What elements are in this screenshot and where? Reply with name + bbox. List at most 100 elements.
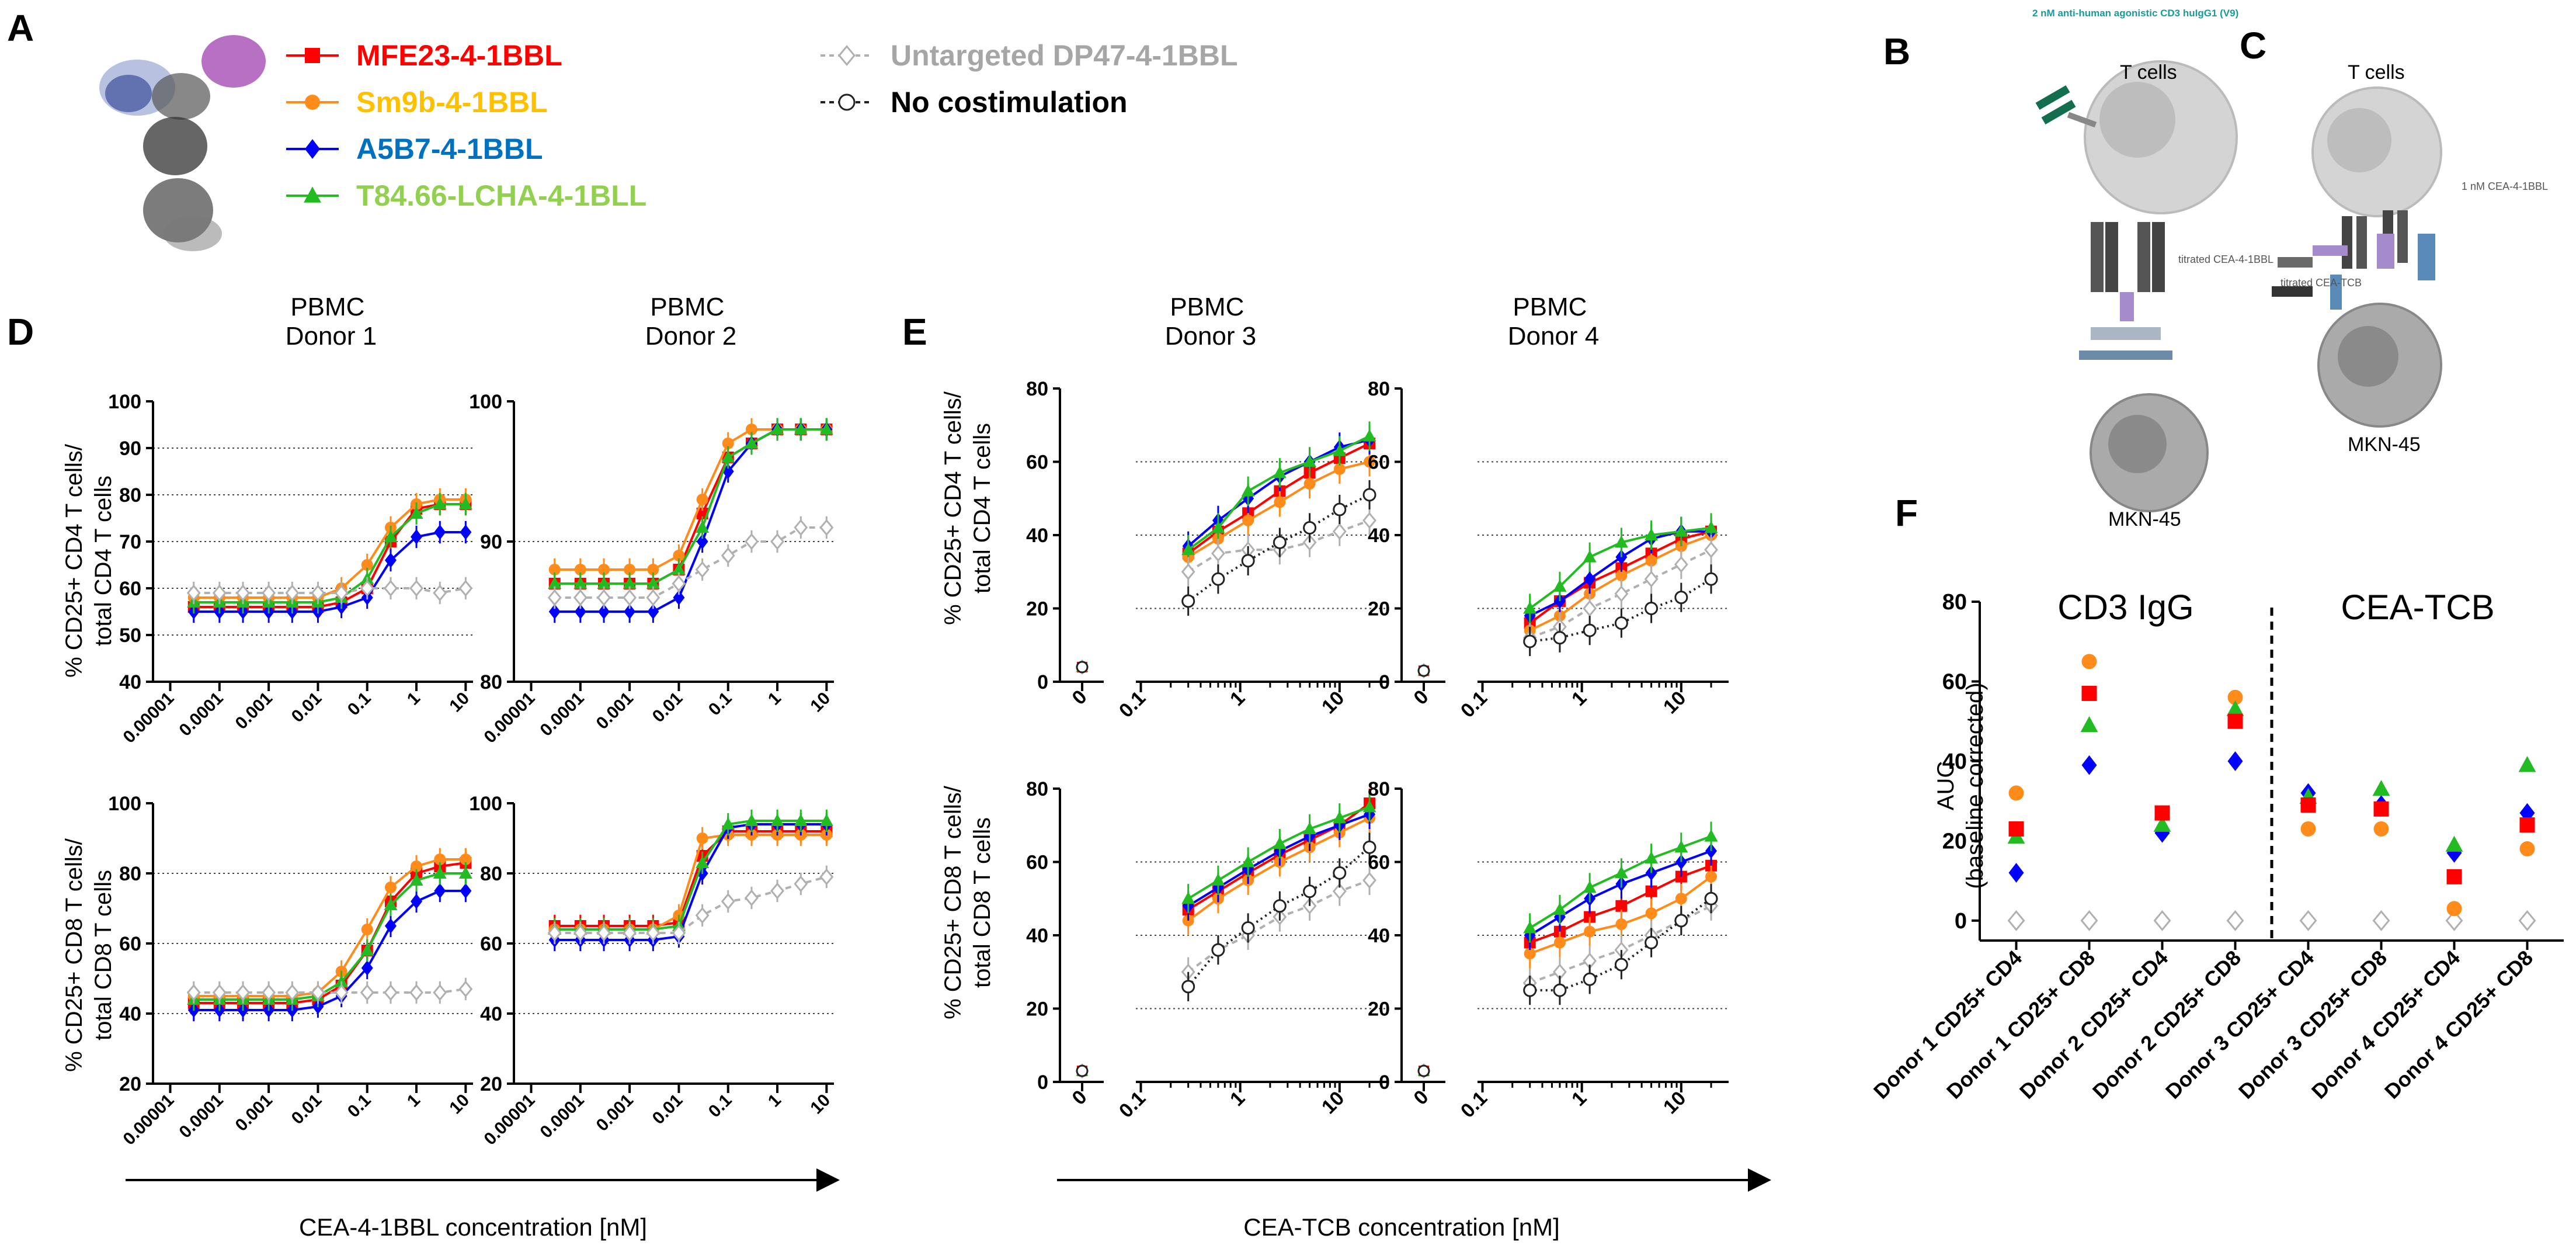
legend-marker-t84	[304, 186, 321, 203]
point-unt	[573, 589, 587, 606]
point-unt	[262, 984, 276, 1001]
point-t84	[1674, 840, 1688, 853]
y-axis-labels: % CD25+ CD4 T cells/total CD4 T cells % …	[61, 391, 1988, 1072]
ylabel-f: AUC (baseline corrected)	[1933, 682, 1988, 889]
x-tick-label: 0.001	[232, 1091, 276, 1135]
point-t84	[1241, 484, 1255, 497]
y-tick-label: 60	[1026, 852, 1048, 874]
auc-point-a5b	[2227, 751, 2243, 771]
point-sm9	[1242, 514, 1254, 526]
point-a5b	[1584, 571, 1596, 587]
title-donor3: PBMC Donor 3	[1165, 293, 1257, 351]
bispecific-construct-b	[2079, 222, 2172, 360]
point-noc	[1704, 572, 1718, 586]
y-tick-label: 0	[1037, 1071, 1048, 1094]
point-sm9	[1645, 554, 1657, 567]
x-tick-label: 0.00001	[480, 1091, 538, 1149]
point-t84	[458, 866, 472, 879]
x-tick-label: 1	[764, 689, 785, 709]
panel-label-d: D	[7, 311, 34, 353]
point-unt	[695, 907, 710, 924]
point-t84	[433, 866, 447, 879]
legend-marker-mfe	[305, 48, 320, 63]
point-a5b	[411, 529, 423, 544]
y-tick-label: 20	[480, 1073, 502, 1095]
auc-point-sm9	[2008, 785, 2024, 801]
titrated-label-b: titrated CEA-4-1BBL	[2178, 254, 2273, 265]
point-unt	[1674, 556, 1688, 573]
group-label-ceatcb: CEA-TCB	[2341, 588, 2494, 627]
point-unt	[573, 924, 587, 942]
ylabel-e-cd4: % CD25+ CD4 T cells/total CD4 T cells	[940, 391, 995, 625]
point-unt	[794, 875, 808, 893]
x-tick-label: 1	[764, 1091, 785, 1111]
point-t84	[1553, 903, 1567, 915]
panel-label-a: A	[7, 7, 34, 49]
point-noc	[1645, 936, 1659, 950]
point-t84	[1645, 851, 1659, 864]
t-cell-nucleus-c	[2327, 108, 2391, 172]
point-t84	[770, 814, 784, 826]
point-unt	[547, 924, 562, 942]
x-tick-label: 10	[806, 689, 834, 716]
x-category-label: Donor 1 CD25+ CD8	[1942, 946, 2099, 1104]
point-unt	[1332, 883, 1347, 900]
point-unt	[695, 561, 710, 578]
y-tick-label: 40	[480, 1003, 502, 1025]
point-unt	[646, 924, 660, 942]
y-tick-label: 40	[1368, 925, 1390, 947]
x-tick-label: 10	[1317, 1087, 1349, 1119]
auc-point-unt	[2153, 910, 2171, 931]
point-t84	[1362, 800, 1376, 813]
point-t84	[1241, 855, 1255, 868]
y-tick-label: 20	[1026, 598, 1048, 620]
point-t84	[1181, 543, 1195, 556]
auc-point-mfe	[2373, 801, 2389, 817]
y-tick-label: 70	[119, 531, 141, 553]
point-t84	[1181, 891, 1195, 904]
x-tick-label: 0.01	[288, 689, 326, 727]
x-category-label: Donor 1 CD25+ CD4	[1869, 946, 2026, 1104]
point-a5b	[460, 883, 472, 898]
tumor-label-c: MKN-45	[2348, 433, 2421, 456]
point-t84	[794, 422, 808, 435]
chart-E4_CD8: 0 20 40 60 80 0 0.1 1 10	[1368, 778, 1729, 1122]
point-t84	[1583, 880, 1597, 893]
auc-point-unt	[2518, 910, 2536, 931]
point-unt	[433, 584, 447, 602]
x-tick-label: 0.01	[649, 689, 687, 727]
point-sm9	[696, 494, 708, 505]
point-t84	[1523, 921, 1537, 934]
legend-label-mfe: MFE23-4-1BBL	[356, 39, 562, 72]
point-a5b	[434, 883, 446, 898]
y-tick-label: 90	[119, 438, 141, 460]
auc-point-mfe	[2227, 713, 2243, 729]
x-tick-label-zero: 0	[1409, 686, 1433, 709]
y-tick-label: 60	[1368, 452, 1390, 474]
point-sm9	[1584, 925, 1596, 938]
panel-label-b: B	[1883, 30, 1910, 72]
panel-titles: PBMC Donor 1 PBMC Donor 2 PBMC Donor 3 P…	[286, 293, 1600, 351]
point-a5b	[411, 894, 423, 909]
y-tick-label: 20	[1368, 998, 1390, 1021]
tumor-label-b: MKN-45	[2108, 508, 2181, 530]
title-donor2-line2: Donor 2	[645, 322, 737, 351]
point-t84	[696, 856, 710, 868]
point-noc	[1303, 521, 1317, 535]
point-unt	[458, 580, 473, 597]
auc-point-t84	[2080, 716, 2098, 733]
point-noc	[1704, 891, 1718, 905]
point-unt	[623, 924, 637, 942]
zero-point-noc	[1076, 1064, 1089, 1077]
auc-point-t84	[2153, 816, 2171, 832]
panel-label-f: F	[1895, 492, 1918, 534]
point-unt	[1704, 541, 1718, 558]
point-noc	[1583, 972, 1597, 986]
point-a5b	[624, 604, 636, 619]
point-noc	[1583, 623, 1597, 637]
x-tick-label: 0.001	[232, 689, 276, 733]
fixed-dose-label-c: 1 nM CEA-4-1BBL	[2462, 181, 2548, 192]
zero-point-noc	[1076, 661, 1089, 674]
point-noc	[1523, 634, 1537, 648]
point-t84	[433, 497, 447, 509]
